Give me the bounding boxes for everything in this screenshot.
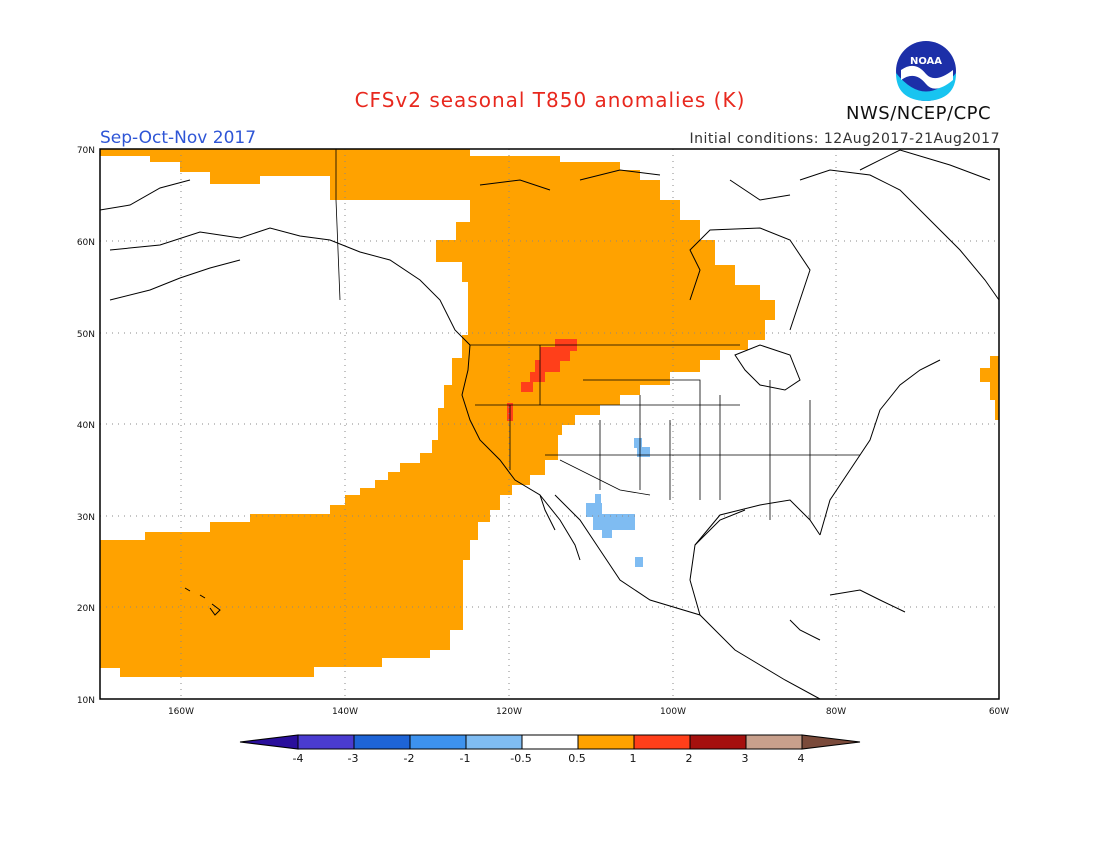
lon-label: 120W xyxy=(496,707,522,717)
colorbar xyxy=(239,734,861,750)
political-borders xyxy=(335,149,860,520)
colorbar-tick: 0.5 xyxy=(568,752,586,765)
colorbar-swatch xyxy=(297,734,355,750)
colorbar-swatch xyxy=(745,734,803,750)
neutral-region-north-pacific xyxy=(100,156,340,420)
lat-label: 50N xyxy=(77,330,95,340)
lat-label: 40N xyxy=(77,421,95,431)
colorbar-swatch xyxy=(633,734,691,750)
colorbar-tick: -2 xyxy=(404,752,415,765)
colorbar-swatch xyxy=(353,734,411,750)
colorbar-tick: 3 xyxy=(742,752,749,765)
agency-label: NWS/NCEP/CPC xyxy=(846,103,992,124)
positive-anomaly-region-atlantic xyxy=(980,356,999,420)
colorbar-swatch xyxy=(465,734,523,750)
colorbar-swatch xyxy=(521,734,579,750)
colorbar-ticks: -4 -3 -2 -1 -0.5 0.5 1 2 3 4 xyxy=(293,752,805,765)
initial-conditions-label: Initial conditions: 12Aug2017-21Aug2017 xyxy=(689,131,1000,147)
lat-label: 10N xyxy=(77,696,95,706)
lat-label: 70N xyxy=(77,146,95,156)
colorbar-tick: -3 xyxy=(348,752,359,765)
colorbar-swatch xyxy=(801,734,861,750)
longitude-axis: 160W 140W 120W 100W 80W 60W xyxy=(168,707,1009,717)
colorbar-tick: -0.5 xyxy=(510,752,531,765)
positive-anomaly-region-pacific xyxy=(100,149,775,677)
noaa-logo-icon: NOAA xyxy=(896,41,956,101)
colorbar-swatch xyxy=(409,734,467,750)
plot-frame xyxy=(99,148,1000,700)
colorbar-tick: -4 xyxy=(293,752,304,765)
colorbar-swatch xyxy=(577,734,635,750)
lat-label: 20N xyxy=(77,604,95,614)
latitude-axis: 70N 60N 50N 40N 30N 20N 10N xyxy=(77,146,95,706)
colorbar-tick: -1 xyxy=(460,752,471,765)
lat-label: 60N xyxy=(77,238,95,248)
lon-label: 60W xyxy=(989,707,1009,717)
coastlines xyxy=(99,149,1000,700)
chart-title: CFSv2 seasonal T850 anomalies (K) xyxy=(354,88,746,112)
colorbar-tick: 1 xyxy=(630,752,637,765)
lon-label: 80W xyxy=(826,707,846,717)
colorbar-swatch xyxy=(689,734,747,750)
plot-area xyxy=(99,148,1000,700)
negative-anomaly xyxy=(586,438,650,567)
colorbar-tick: 2 xyxy=(686,752,693,765)
lon-label: 140W xyxy=(332,707,358,717)
colorbar-swatch xyxy=(239,734,299,750)
colorbar-tick: 4 xyxy=(798,752,805,765)
season-label: Sep-Oct-Nov 2017 xyxy=(100,128,257,148)
lon-label: 160W xyxy=(168,707,194,717)
lon-label: 100W xyxy=(660,707,686,717)
logo-text: NOAA xyxy=(910,56,942,67)
lat-label: 30N xyxy=(77,513,95,523)
